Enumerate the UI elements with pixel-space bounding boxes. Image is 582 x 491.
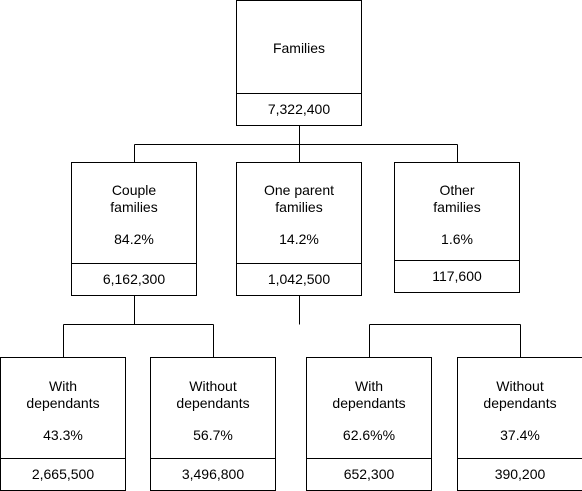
node-title-line1: One parent (263, 182, 335, 198)
node-couple-families: Couple families 84.2% 6,162,300 (71, 162, 197, 296)
node-title-line2: dependants (483, 395, 557, 411)
node-title-line1: Without (496, 378, 544, 394)
node-one-parent-families: One parent families 14.2% 1,042,500 (236, 162, 362, 296)
node-one-parent-with-dependants: With dependants 62.6%% 652,300 (306, 357, 432, 491)
node-percent: 56.7% (193, 427, 233, 443)
node-one-parent-without-dependants: Without dependants 37.4% 390,200 (457, 357, 582, 491)
node-percent: 37.4% (500, 427, 540, 443)
node-value: 117,600 (395, 260, 519, 292)
connector-oneparent-to-children (299, 296, 521, 357)
connector-couple-to-children (63, 296, 214, 357)
node-title-line2: families (110, 199, 158, 215)
node-title-line2: dependants (26, 395, 100, 411)
node-title-line1: With (355, 378, 383, 394)
node-title-line2: dependants (332, 395, 406, 411)
connector-root-to-level2 (134, 126, 458, 162)
node-title-line1: Other (439, 182, 475, 198)
node-title-line2: families (433, 199, 481, 215)
node-title-line2: families (275, 199, 323, 215)
node-value: 390,200 (458, 458, 582, 490)
node-families: Families 7,322,400 (236, 0, 362, 126)
node-percent: 1.6% (441, 231, 473, 247)
node-families-value: 7,322,400 (237, 93, 361, 125)
node-title-line2: dependants (176, 395, 250, 411)
node-value: 3,496,800 (151, 458, 275, 490)
node-families-title-area: Families (237, 1, 361, 95)
node-title-line1: With (49, 378, 77, 394)
node-value: 6,162,300 (72, 263, 196, 295)
node-value: 2,665,500 (1, 458, 125, 490)
node-title-line1: Without (189, 378, 237, 394)
node-value: 1,042,500 (237, 263, 361, 295)
node-title-line1: Couple (111, 182, 157, 198)
node-percent: 62.6%% (342, 427, 396, 443)
node-title: Families (272, 40, 326, 56)
node-percent: 43.3% (43, 427, 83, 443)
node-value: 652,300 (307, 458, 431, 490)
node-couple-with-dependants: With dependants 43.3% 2,665,500 (0, 357, 126, 491)
node-other-families: Other families 1.6% 117,600 (394, 162, 520, 293)
node-couple-without-dependants: Without dependants 56.7% 3,496,800 (150, 357, 276, 491)
node-percent: 14.2% (279, 231, 319, 247)
node-percent: 84.2% (114, 231, 154, 247)
